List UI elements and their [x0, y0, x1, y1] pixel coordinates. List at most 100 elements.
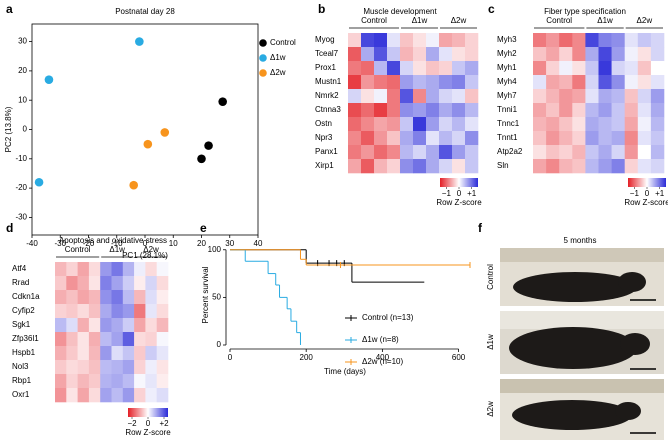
- panel-letter: e: [200, 221, 207, 235]
- heatmap-cell: [439, 47, 453, 62]
- x-tick-label: -30: [54, 239, 66, 248]
- heatmap-cell: [134, 374, 146, 389]
- heatmap-cell: [134, 318, 146, 333]
- heatmap-cell: [348, 61, 362, 76]
- heatmap-cell: [55, 360, 67, 375]
- heatmap-cell: [465, 89, 479, 104]
- legend-label: Δ1w (n=8): [362, 335, 399, 344]
- group-label: Δ1w: [597, 16, 613, 25]
- heatmap-cell: [426, 159, 440, 174]
- heatmap-cell: [611, 117, 625, 132]
- heatmap-cell: [650, 131, 665, 146]
- heatmap-cell: [400, 131, 414, 146]
- row-label: Sln: [497, 161, 509, 170]
- heatmap-cell: [650, 145, 665, 160]
- heatmap-cell: [100, 318, 112, 333]
- heatmap-cell: [439, 33, 453, 48]
- heatmap-cell: [439, 131, 453, 146]
- x-tick-label: 20: [197, 239, 206, 248]
- heatmap-cell: [585, 159, 599, 174]
- y-axis-label: Percent survival: [201, 266, 210, 323]
- heatmap-cell: [374, 159, 388, 174]
- x-tick-label: 30: [225, 239, 234, 248]
- heatmap-cell: [66, 290, 78, 305]
- heatmap-cell: [585, 103, 599, 118]
- heatmap-cell: [452, 145, 466, 160]
- heatmap-cell: [66, 262, 78, 277]
- heatmap-cell: [100, 276, 112, 291]
- heatmap-cell: [134, 360, 146, 375]
- heatmap-cell: [55, 332, 67, 347]
- heatmap-cell: [111, 388, 124, 403]
- heatmap-cell: [400, 117, 414, 132]
- y-tick-label: 20: [18, 66, 27, 75]
- heatmap-cell: [156, 262, 169, 277]
- y-tick-label: 30: [18, 37, 27, 46]
- row-label: Zfp36l1: [12, 334, 39, 343]
- heatmap-cell: [100, 374, 112, 389]
- mouse: [513, 272, 637, 302]
- heatmap-cell: [100, 304, 112, 319]
- colorbar-tick-label: 0: [457, 189, 462, 198]
- heatmap-cell: [637, 103, 652, 118]
- photo-bg: [500, 311, 664, 329]
- heatmap-cell: [426, 89, 440, 104]
- heatmap-cell: [465, 103, 479, 118]
- heatmap-cell: [598, 75, 612, 90]
- heatmap-cell: [598, 89, 612, 104]
- heatmap-cell: [145, 374, 157, 389]
- heatmap-cell: [122, 388, 135, 403]
- heatmap-cell: [533, 61, 547, 76]
- heatmap-cell: [598, 159, 612, 174]
- row-label: Control: [486, 264, 495, 290]
- mouse-head: [620, 333, 650, 355]
- heatmap-cell: [624, 75, 639, 90]
- heatmap-cell: [77, 388, 90, 403]
- heatmap-cell: [88, 346, 101, 361]
- heatmap-cell: [361, 75, 375, 90]
- heatmap-cell: [452, 47, 466, 62]
- point: [135, 37, 144, 46]
- heatmap-cell: [88, 374, 101, 389]
- row-label: Myh2: [497, 49, 517, 58]
- heatmap-cell: [624, 145, 639, 160]
- heatmap-cell: [439, 103, 453, 118]
- heatmap-cell: [55, 374, 67, 389]
- heatmap-cell: [426, 47, 440, 62]
- heatmap-cell: [585, 131, 599, 146]
- chart-title: Fiber type specification: [544, 7, 626, 16]
- heatmap-cell: [361, 117, 375, 132]
- heatmap-cell: [374, 61, 388, 76]
- heatmap-cell: [439, 75, 453, 90]
- heatmap-cell: [156, 290, 169, 305]
- heatmap-cell: [585, 89, 599, 104]
- heatmap-cell: [598, 131, 612, 146]
- heatmap-cell: [546, 103, 560, 118]
- heatmap-cell: [624, 89, 639, 104]
- heatmap-cell: [650, 33, 665, 48]
- row-label: Myh4: [497, 77, 517, 86]
- mouse: [512, 400, 632, 430]
- heatmap-cell: [88, 388, 101, 403]
- heatmap-cell: [598, 117, 612, 132]
- heatmap-cell: [413, 117, 427, 132]
- heatmap-cell: [413, 145, 427, 160]
- row-label: Xirp1: [315, 161, 334, 170]
- colorbar-tick-label: +2: [159, 419, 169, 428]
- heatmap-cell: [111, 290, 124, 305]
- heatmap-cell: [624, 117, 639, 132]
- panel-letter: c: [488, 2, 495, 16]
- heatmap-cell: [439, 61, 453, 76]
- heatmap-cell: [611, 75, 625, 90]
- heatmap-cell: [546, 75, 560, 90]
- heatmap-cell: [637, 33, 652, 48]
- heatmap-cell: [88, 332, 101, 347]
- heatmap-cell: [77, 276, 90, 291]
- heatmap-cell: [156, 276, 169, 291]
- colorbar-tick-label: −1: [442, 189, 452, 198]
- group-label: Control: [546, 16, 572, 25]
- row-label: Nol3: [12, 362, 29, 371]
- heatmap-cell: [374, 47, 388, 62]
- heatmap-cell: [145, 304, 157, 319]
- heatmap-cell: [156, 318, 169, 333]
